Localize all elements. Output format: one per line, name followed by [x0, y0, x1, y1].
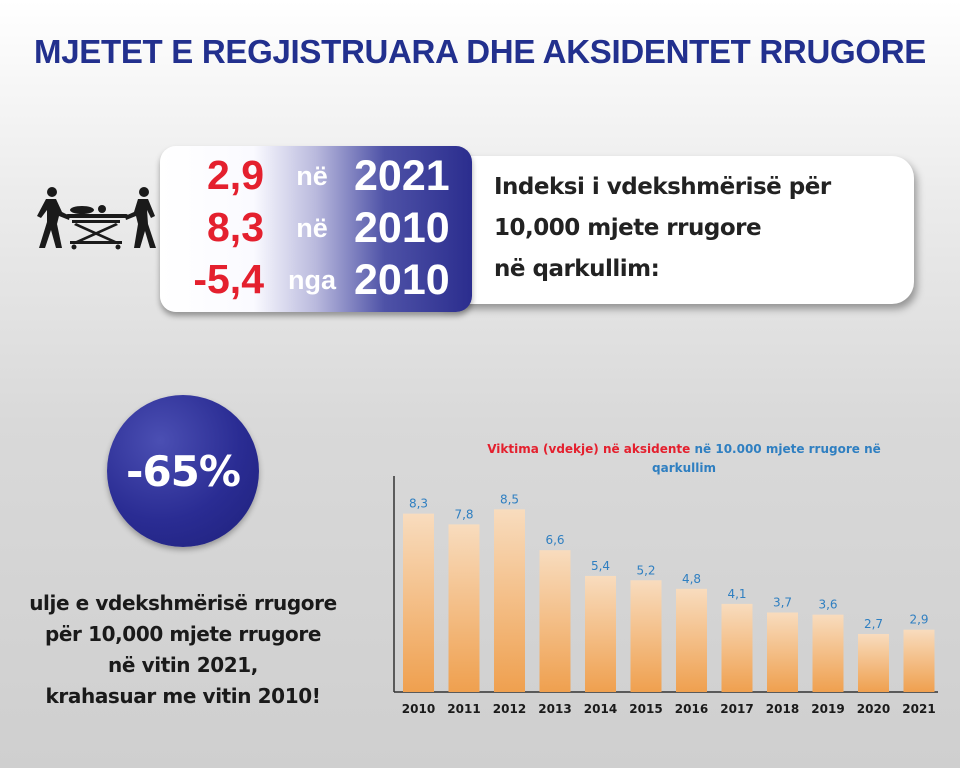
x-tick-label: 2015 — [629, 702, 662, 716]
x-tick-label: 2020 — [857, 702, 890, 716]
x-tick-label: 2017 — [720, 702, 753, 716]
bar-2017 — [721, 603, 753, 692]
stat-year: 2010 — [354, 204, 450, 252]
x-tick-label: 2012 — [493, 702, 526, 716]
chart-title-blue: në 10.000 mjete rrugore në qarkullim — [652, 442, 881, 475]
bar-2013 — [539, 550, 571, 692]
bar-value-label: 2,7 — [864, 617, 883, 631]
bar-2011 — [448, 524, 480, 692]
stat-value: 8,3 — [207, 204, 264, 250]
bar-2018 — [767, 612, 798, 692]
reduction-circle: -65% — [107, 395, 259, 547]
stretcher-icon — [37, 187, 156, 250]
x-tick-label: 2014 — [584, 702, 617, 716]
stat-connector: nga — [287, 265, 336, 295]
stats-box: 2,9 në 2021 8,3 në 2010 -5,4 nga 2010 — [160, 146, 472, 312]
x-tick-label: 2021 — [902, 702, 935, 716]
x-tick-label: 2013 — [538, 702, 571, 716]
bar-value-label: 4,8 — [682, 572, 701, 586]
bar-2014 — [585, 575, 616, 692]
bar-value-label: 5,4 — [591, 559, 610, 573]
bar-2012 — [494, 509, 525, 692]
bar-value-label: 8,5 — [500, 492, 519, 506]
bar-value-label: 8,3 — [409, 497, 428, 511]
chart-title: Viktima (vdekje) në aksidente në 10.000 … — [462, 440, 906, 478]
stat-year: 2010 — [354, 256, 450, 304]
bar-value-label: 5,2 — [636, 563, 655, 577]
stat-connector: në — [296, 213, 328, 243]
bar-value-label: 6,6 — [545, 533, 564, 547]
chart-title-red: Viktima (vdekje) në aksidente — [487, 442, 691, 456]
bar-value-label: 7,8 — [454, 507, 473, 521]
stat-row: 2,9 në 2021 — [160, 152, 472, 202]
bar-value-label: 2,9 — [909, 613, 928, 627]
x-tick-label: 2018 — [766, 702, 799, 716]
reduction-caption: ulje e vdekshmërisë rrugore për 10,000 m… — [0, 588, 366, 712]
bar-2020 — [858, 633, 889, 692]
stat-value: 2,9 — [207, 152, 264, 198]
bar-value-label: 3,7 — [773, 595, 792, 609]
x-tick-label: 2016 — [675, 702, 708, 716]
x-tick-label: 2019 — [811, 702, 844, 716]
reduction-value: -65% — [126, 446, 241, 496]
bar-2016 — [676, 588, 707, 692]
reduction-caption-line: për 10,000 mjete rrugore — [44, 622, 322, 646]
bar-value-label: 4,1 — [727, 587, 746, 601]
bar-2010 — [403, 513, 434, 692]
index-line-1: Indeksi i vdekshmërisë për — [494, 174, 831, 200]
bar-2015 — [630, 580, 662, 692]
page-title: MJETET E REGJISTRUARA DHE AKSIDENTET RRU… — [34, 33, 926, 70]
reduction-caption-line: krahasuar me vitin 2010! — [45, 684, 321, 708]
bar-value-label: 3,6 — [818, 598, 837, 612]
bar-2019 — [812, 614, 844, 692]
reduction-caption-line: në vitin 2021, — [108, 653, 258, 677]
stat-connector: në — [296, 161, 328, 191]
stat-value: -5,4 — [193, 256, 264, 302]
stat-row: -5,4 nga 2010 — [160, 256, 472, 306]
x-tick-label: 2010 — [402, 702, 435, 716]
stat-year: 2021 — [354, 152, 450, 200]
index-line-2: 10,000 mjete rrugore — [494, 215, 762, 241]
stat-row: 8,3 në 2010 — [160, 204, 472, 254]
x-tick-label: 2011 — [447, 702, 480, 716]
bar-2021 — [903, 629, 935, 692]
index-description-box: Indeksi i vdekshmërisë për 10,000 mjete … — [440, 156, 914, 304]
index-line-3: në qarkullim: — [494, 256, 660, 282]
reduction-caption-line: ulje e vdekshmërisë rrugore — [29, 591, 337, 615]
